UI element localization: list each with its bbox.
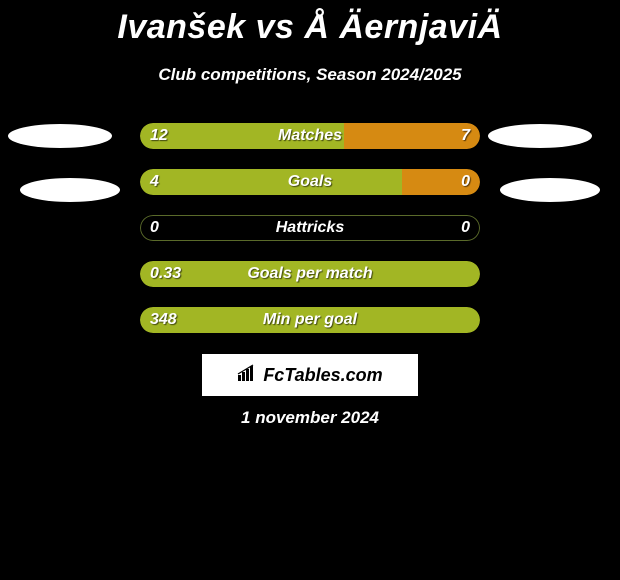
stat-label: Goals per match (0, 261, 620, 287)
decorative-ellipse (500, 178, 600, 202)
decorative-ellipse (8, 124, 112, 148)
page-title: Ivanšek vs Å ÄernjaviÄ (0, 0, 620, 47)
stats-comparison-card: Ivanšek vs Å ÄernjaviÄ Club competitions… (0, 0, 620, 580)
logo-text: FcTables.com (263, 365, 382, 386)
stat-row: 348Min per goal (0, 307, 620, 333)
stat-label: Min per goal (0, 307, 620, 333)
decorative-ellipse (488, 124, 592, 148)
stat-row: 00Hattricks (0, 215, 620, 241)
date-label: 1 november 2024 (0, 408, 620, 428)
chart-icon (237, 364, 259, 387)
stat-label: Hattricks (0, 215, 620, 241)
comparison-chart: 127Matches40Goals00Hattricks0.33Goals pe… (0, 123, 620, 333)
subtitle: Club competitions, Season 2024/2025 (0, 65, 620, 85)
decorative-ellipse (20, 178, 120, 202)
stat-row: 0.33Goals per match (0, 261, 620, 287)
fctables-logo[interactable]: FcTables.com (202, 354, 418, 396)
